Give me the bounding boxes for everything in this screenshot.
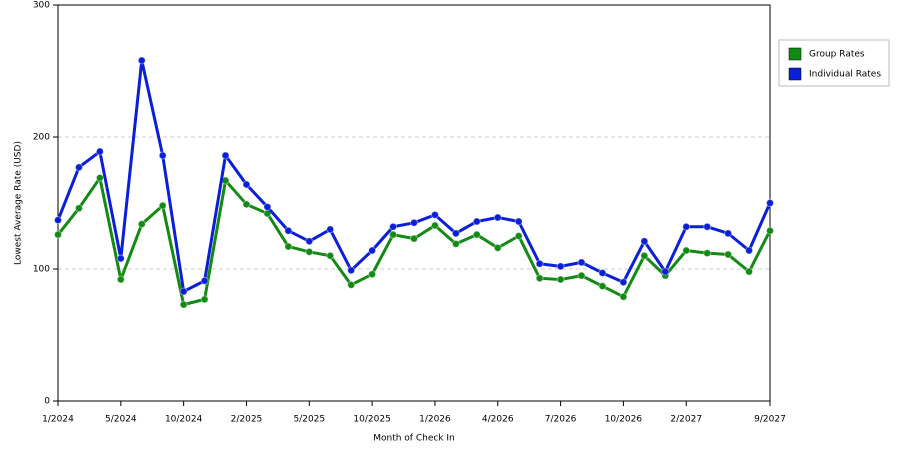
data-point xyxy=(556,275,565,284)
data-point xyxy=(472,217,481,226)
x-tick-label: 7/2026 xyxy=(545,415,577,425)
data-point xyxy=(410,218,418,227)
data-point xyxy=(661,267,670,276)
data-point xyxy=(745,246,754,255)
x-tick-label: 10/2025 xyxy=(353,415,390,425)
data-point xyxy=(158,201,167,210)
x-tick-label: 2/2027 xyxy=(670,415,702,425)
legend-label: Individual Rates xyxy=(809,70,881,80)
data-point xyxy=(682,246,691,255)
data-point xyxy=(368,246,377,255)
data-point xyxy=(200,295,209,304)
data-point xyxy=(389,230,398,239)
data-point xyxy=(451,239,460,248)
data-point xyxy=(514,232,523,240)
data-point xyxy=(640,251,649,260)
data-point xyxy=(284,226,293,235)
data-point xyxy=(74,204,83,213)
data-point xyxy=(766,226,774,235)
data-point xyxy=(284,242,293,251)
data-point xyxy=(430,221,439,230)
data-point xyxy=(556,262,565,271)
x-tick-label: 10/2026 xyxy=(605,415,643,425)
x-tick-label: 1/2026 xyxy=(419,415,451,425)
legend-label: Group Rates xyxy=(809,50,865,60)
data-point xyxy=(326,225,335,234)
data-point xyxy=(137,56,146,65)
data-point xyxy=(116,254,125,263)
data-point xyxy=(619,292,628,301)
data-point xyxy=(95,147,104,156)
legend-swatch xyxy=(788,47,802,61)
data-point xyxy=(514,217,523,226)
data-point xyxy=(493,243,502,252)
data-point xyxy=(179,287,188,296)
series-line xyxy=(56,58,772,293)
data-point xyxy=(95,173,104,182)
data-point xyxy=(305,247,314,256)
x-axis-label: Month of Check In xyxy=(373,434,455,444)
data-point xyxy=(200,276,209,285)
data-point xyxy=(766,199,774,207)
data-point xyxy=(368,270,377,279)
y-tick-label: 100 xyxy=(33,265,50,275)
data-point xyxy=(242,200,251,209)
data-point xyxy=(724,229,733,238)
data-point xyxy=(242,180,251,189)
y-tick-label: 300 xyxy=(33,1,50,11)
x-tick-label: 2/2025 xyxy=(231,415,263,425)
data-point xyxy=(724,250,733,259)
data-point xyxy=(430,210,439,219)
data-point xyxy=(137,220,146,229)
y-axis-label: Lowest Average Rate (USD) xyxy=(14,141,24,265)
data-point xyxy=(221,151,230,160)
legend-swatch xyxy=(788,67,802,81)
x-tick-label: 1/2024 xyxy=(42,415,74,425)
data-point xyxy=(263,202,272,211)
x-tick-label: 4/2026 xyxy=(482,415,514,425)
data-point xyxy=(389,222,398,231)
data-point xyxy=(598,282,607,291)
data-point xyxy=(347,280,356,289)
data-point xyxy=(577,271,586,280)
y-tick-label: 200 xyxy=(33,133,50,143)
x-tick-label: 5/2024 xyxy=(105,415,137,425)
data-point xyxy=(54,230,62,239)
data-point xyxy=(598,268,607,277)
data-point xyxy=(535,259,544,268)
data-point xyxy=(703,222,712,231)
data-point xyxy=(577,258,586,267)
y-tick-label: 0 xyxy=(44,397,50,407)
data-point xyxy=(682,222,691,231)
data-point xyxy=(703,249,712,258)
data-point xyxy=(158,151,167,160)
data-point xyxy=(745,267,754,276)
data-point xyxy=(305,237,314,246)
data-point xyxy=(74,163,83,172)
data-point xyxy=(347,266,356,275)
x-tick-label: 10/2024 xyxy=(165,415,203,425)
data-point xyxy=(640,237,649,246)
x-tick-label: 5/2025 xyxy=(293,415,325,425)
data-point xyxy=(326,251,335,260)
x-tick-label: 9/2027 xyxy=(754,415,786,425)
data-point xyxy=(54,216,62,225)
data-point xyxy=(535,274,544,283)
data-point xyxy=(116,275,125,284)
data-point xyxy=(472,230,481,239)
data-point xyxy=(179,300,188,309)
data-point xyxy=(619,278,628,287)
data-point xyxy=(451,229,460,238)
data-point xyxy=(410,234,418,243)
data-point xyxy=(493,213,502,222)
